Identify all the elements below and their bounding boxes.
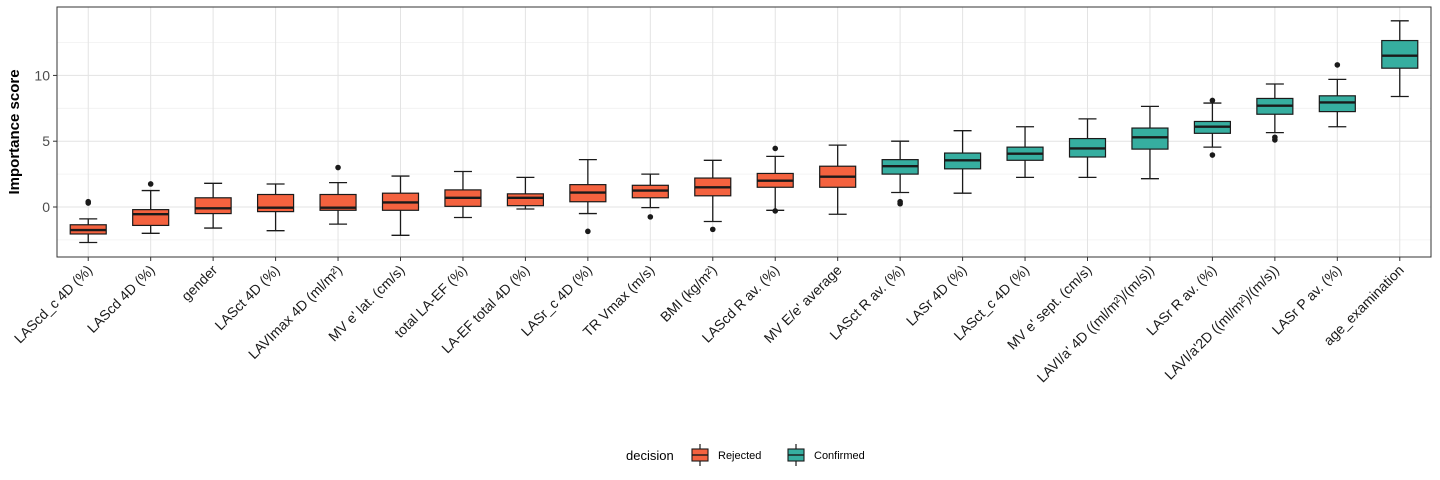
x-tick-label: LAScd_c 4D (%) [11, 262, 95, 346]
outlier-point [85, 198, 92, 205]
x-tick-label: LAVI/a'2D ((ml/m²)/(m/s)) [1161, 262, 1282, 383]
y-axis: 0 5 10 [34, 67, 57, 215]
x-tick-label: LAVI/a' 4D ((ml/m²)/(m/s)) [1034, 262, 1158, 386]
x-tick-label: LASr 4D (%) [903, 262, 970, 329]
legend-title: decision [626, 448, 674, 463]
box-2 [194, 182, 232, 229]
outlier-point [772, 208, 779, 214]
outlier-point [709, 226, 716, 233]
y-tick-label: 0 [42, 199, 50, 215]
outlier-point [1209, 97, 1216, 104]
x-tick-label: BMI (kg/m²) [657, 262, 720, 325]
box-3 [256, 183, 295, 232]
plot-panel [56, 6, 1432, 258]
box-body [1131, 127, 1169, 150]
box-20 [1318, 62, 1356, 128]
y-tick-label: 5 [42, 133, 50, 149]
outlier-point [147, 181, 154, 187]
box-14 [943, 130, 982, 194]
box-body [319, 193, 357, 211]
box-4 [319, 164, 357, 225]
box-21 [1381, 20, 1419, 98]
legend-label: Rejected [718, 450, 761, 462]
box-1 [132, 181, 170, 234]
outlier-point [1272, 137, 1278, 143]
box-body [194, 197, 232, 215]
box-body [1381, 39, 1419, 69]
box-6 [444, 170, 482, 219]
legend-entry-rejected: Rejected [691, 444, 761, 466]
box-0 [69, 198, 107, 244]
panel-border [56, 6, 1432, 258]
box-8 [569, 158, 607, 235]
box-10 [694, 159, 732, 233]
box-18 [1193, 97, 1232, 158]
outlier-point [1209, 152, 1216, 158]
box-body [256, 193, 295, 213]
legend-label: Confirmed [814, 450, 865, 462]
outlier-point [772, 145, 779, 152]
legend: decision Rejected Confirmed [626, 444, 865, 466]
box-16 [1068, 118, 1107, 179]
box-body [506, 193, 545, 207]
x-tick-label: gender [178, 262, 220, 304]
outlier-point [647, 214, 654, 220]
box-9 [631, 173, 669, 220]
outlier-point [1334, 62, 1341, 68]
legend-entry-confirmed: Confirmed [787, 444, 865, 466]
box-13 [881, 140, 919, 207]
outlier-point [897, 200, 903, 207]
y-axis-title: Importance score [6, 69, 23, 194]
box-body [1318, 95, 1356, 113]
box-12 [819, 144, 857, 215]
box-11 [756, 145, 794, 214]
box-body [132, 209, 170, 227]
outlier-point [335, 164, 341, 171]
box-17 [1131, 105, 1169, 180]
box-15 [1006, 126, 1044, 179]
y-tick-label: 10 [34, 67, 50, 83]
box-5 [381, 175, 420, 236]
outlier-point [585, 228, 591, 235]
box-19 [1256, 83, 1294, 143]
box-7 [506, 176, 545, 210]
